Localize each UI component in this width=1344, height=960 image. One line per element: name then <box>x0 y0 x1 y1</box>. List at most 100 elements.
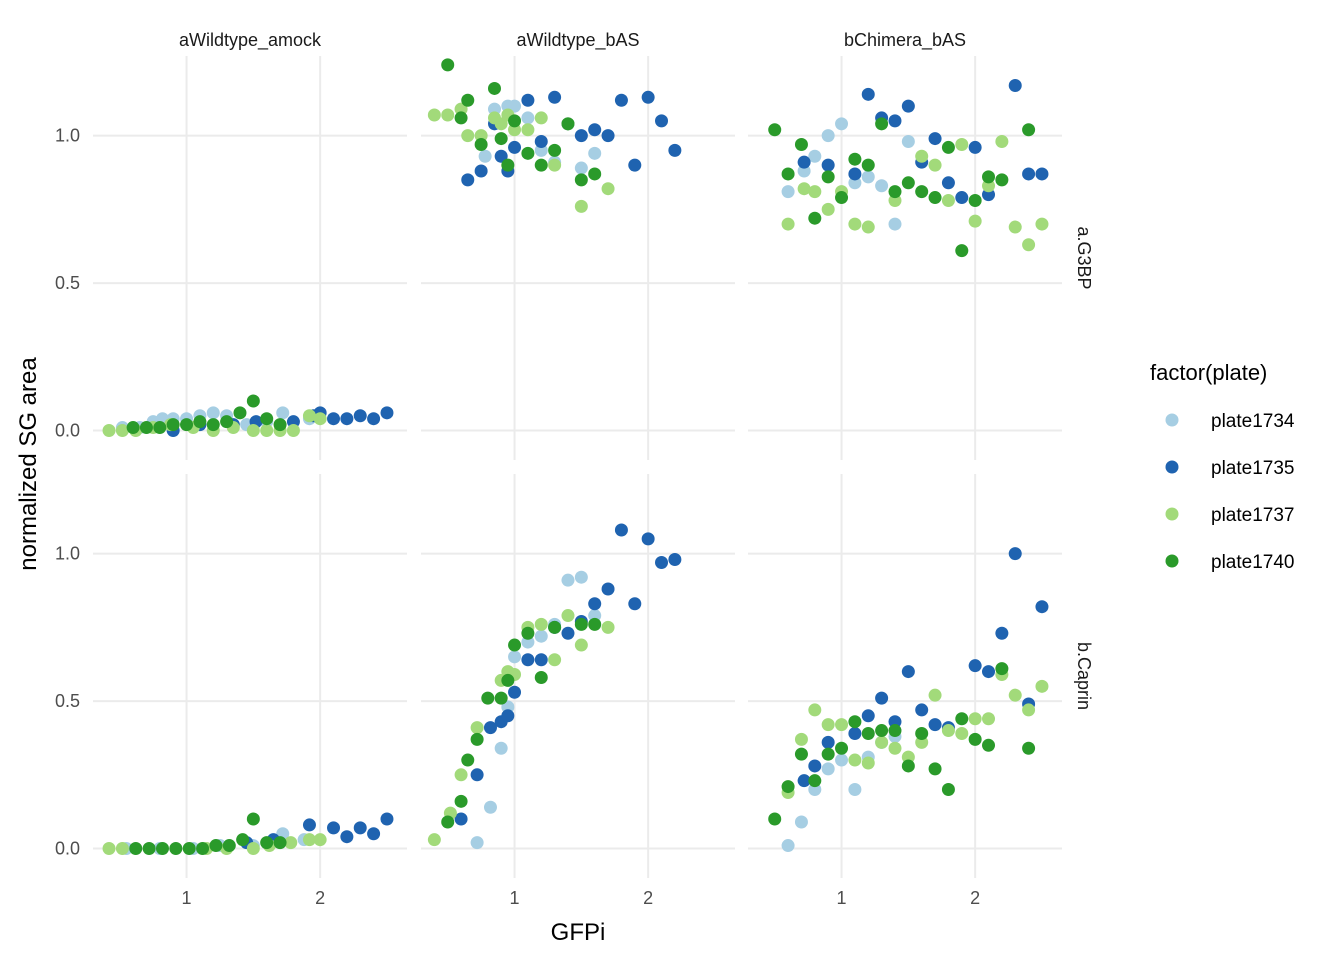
data-point-plate1735 <box>928 132 942 146</box>
legend-label-plate1735: plate1735 <box>1211 458 1294 479</box>
data-point-plate1735 <box>797 155 811 169</box>
data-point-plate1740 <box>968 732 982 746</box>
data-point-plate1740 <box>915 727 929 741</box>
data-point-plate1735 <box>808 759 822 773</box>
data-point-plate1734 <box>588 146 602 160</box>
data-point-plate1740 <box>481 691 495 705</box>
data-point-plate1734 <box>478 149 492 163</box>
data-point-plate1740 <box>139 421 153 435</box>
data-point-plate1737 <box>521 123 535 137</box>
data-point-plate1734 <box>888 217 902 231</box>
data-point-plate1735 <box>1008 547 1022 561</box>
data-point-plate1740 <box>521 146 535 160</box>
data-point-plate1737 <box>794 732 808 746</box>
data-point-plate1737 <box>260 424 274 438</box>
data-point-plate1737 <box>302 409 316 423</box>
x-tick-label: 1 <box>182 888 192 908</box>
data-point-plate1737 <box>461 129 475 143</box>
data-point-plate1740 <box>209 839 223 853</box>
data-point-plate1735 <box>888 114 902 128</box>
data-point-plate1735 <box>628 158 642 172</box>
data-point-plate1740 <box>246 394 260 408</box>
data-point-plate1735 <box>848 727 862 741</box>
data-point-plate1734 <box>808 149 822 163</box>
data-point-plate1737 <box>1008 220 1022 234</box>
data-point-plate1740 <box>548 143 562 157</box>
data-point-plate1734 <box>276 406 290 420</box>
data-point-plate1735 <box>353 821 367 835</box>
data-point-plate1737 <box>102 842 116 856</box>
y-tick-label: 1.0 <box>55 126 80 146</box>
legend-label-plate1737: plate1737 <box>1211 505 1294 526</box>
data-point-plate1737 <box>1035 679 1049 693</box>
data-point-plate1737 <box>574 199 588 213</box>
data-point-plate1740 <box>236 833 250 847</box>
data-point-plate1740 <box>781 167 795 181</box>
data-point-plate1735 <box>614 93 628 107</box>
data-point-plate1737 <box>427 833 441 847</box>
data-point-plate1734 <box>794 815 808 829</box>
data-point-plate1740 <box>561 117 575 131</box>
data-point-plate1740 <box>574 617 588 631</box>
data-point-plate1735 <box>367 827 381 841</box>
data-point-plate1740 <box>454 794 468 808</box>
data-point-plate1734 <box>508 99 522 113</box>
data-point-plate1735 <box>461 173 475 187</box>
data-point-plate1735 <box>641 90 655 104</box>
data-point-plate1735 <box>861 87 875 101</box>
data-point-plate1737 <box>928 158 942 172</box>
data-point-plate1740 <box>968 193 982 207</box>
data-point-plate1735 <box>614 523 628 537</box>
data-point-plate1735 <box>601 129 615 143</box>
legend-key-plate1740 <box>1165 554 1179 568</box>
data-point-plate1740 <box>233 406 247 420</box>
data-point-plate1734 <box>848 783 862 797</box>
data-point-plate1737 <box>601 620 615 634</box>
data-point-plate1740 <box>182 842 196 856</box>
data-point-plate1737 <box>875 735 889 749</box>
data-point-plate1737 <box>848 753 862 767</box>
data-point-plate1737 <box>797 182 811 196</box>
data-point-plate1735 <box>1035 167 1049 181</box>
data-point-plate1737 <box>955 137 969 151</box>
x-axis-title: GFPi <box>551 919 606 946</box>
data-point-plate1737 <box>470 721 484 735</box>
data-point-plate1735 <box>655 555 669 569</box>
data-point-plate1740 <box>487 81 501 95</box>
data-point-plate1740 <box>521 626 535 640</box>
data-point-plate1737 <box>821 718 835 732</box>
facet-strip-row-label: b.Caprin <box>1074 642 1094 710</box>
data-point-plate1737 <box>1022 703 1036 717</box>
data-point-plate1735 <box>1008 78 1022 92</box>
data-point-plate1740 <box>222 839 236 853</box>
data-point-plate1740 <box>273 418 287 432</box>
data-point-plate1740 <box>155 842 169 856</box>
data-point-plate1734 <box>574 161 588 175</box>
data-point-plate1740 <box>461 753 475 767</box>
data-point-plate1735 <box>380 812 394 826</box>
data-point-plate1735 <box>641 532 655 546</box>
facet-strip-column-label: bChimera_bAS <box>844 30 966 51</box>
data-point-plate1734 <box>835 753 849 767</box>
legend-title: factor(plate) <box>1150 360 1267 385</box>
data-point-plate1735 <box>601 582 615 596</box>
data-point-plate1737 <box>955 727 969 741</box>
data-point-plate1737 <box>246 842 260 856</box>
data-point-plate1735 <box>327 821 341 835</box>
data-point-plate1740 <box>1022 123 1036 137</box>
data-point-plate1735 <box>861 709 875 723</box>
data-point-plate1735 <box>494 149 508 163</box>
data-point-plate1737 <box>115 424 129 438</box>
data-point-plate1734 <box>821 129 835 143</box>
data-point-plate1735 <box>508 140 522 154</box>
x-tick-label: 1 <box>510 888 520 908</box>
data-point-plate1737 <box>286 424 300 438</box>
data-point-plate1740 <box>588 617 602 631</box>
data-point-plate1740 <box>808 211 822 225</box>
data-point-plate1735 <box>561 626 575 640</box>
data-point-plate1740 <box>273 836 287 850</box>
data-point-plate1735 <box>668 143 682 157</box>
facet-strip-row-label: a.G3BP <box>1074 226 1094 289</box>
data-point-plate1735 <box>928 718 942 732</box>
